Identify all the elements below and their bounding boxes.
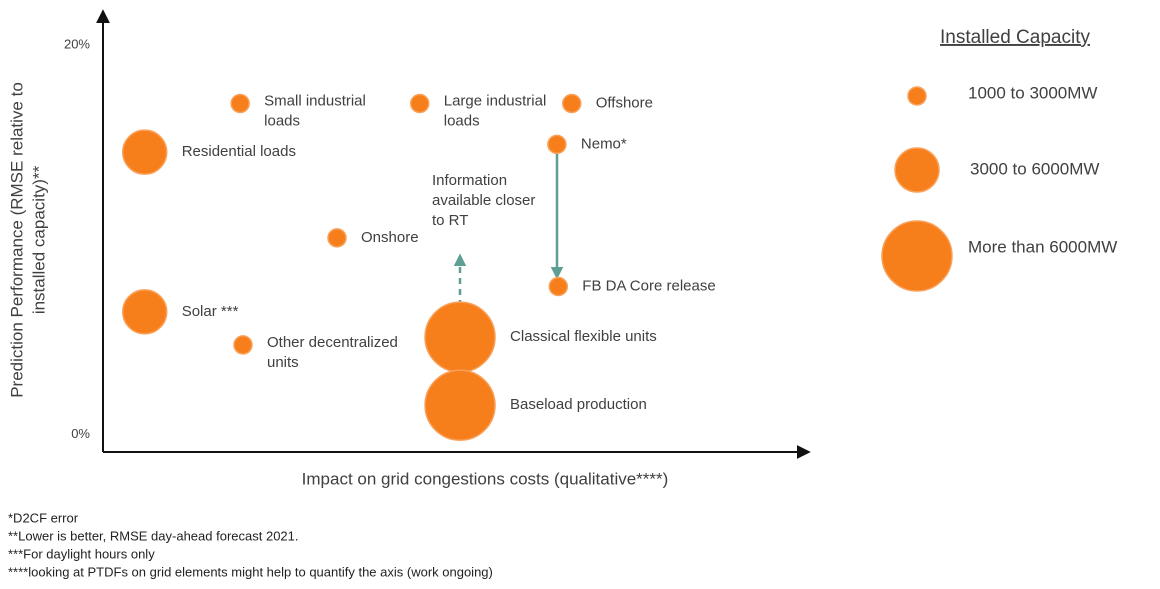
point-label: Small industrial bbox=[264, 92, 366, 109]
legend-marker bbox=[881, 220, 953, 292]
legend-label: More than 6000MW bbox=[968, 237, 1117, 256]
point-label: Offshore bbox=[596, 94, 653, 111]
legend-title: Installed Capacity bbox=[940, 27, 1090, 48]
legend-marker bbox=[894, 147, 940, 193]
bubble bbox=[230, 93, 250, 114]
bubble bbox=[327, 228, 347, 248]
annotation: to RT bbox=[432, 212, 468, 229]
point-label: Classical flexible units bbox=[510, 328, 657, 345]
point-label: Nemo* bbox=[581, 135, 627, 152]
point-label: Onshore bbox=[361, 229, 419, 246]
footnote: *D2CF error bbox=[8, 510, 79, 525]
bubble bbox=[547, 134, 567, 155]
point-label: Baseload production bbox=[510, 396, 647, 413]
bubble bbox=[561, 93, 582, 114]
bubble bbox=[548, 276, 569, 297]
legend-marker bbox=[907, 86, 927, 106]
footnote: ****looking at PTDFs on grid elements mi… bbox=[8, 564, 493, 579]
point-label: Other decentralized bbox=[267, 334, 398, 351]
bubble bbox=[121, 129, 168, 175]
bubble bbox=[424, 369, 496, 442]
legend-label: 1000 to 3000MW bbox=[968, 83, 1097, 102]
bubble bbox=[424, 301, 496, 373]
bubble bbox=[409, 93, 430, 114]
footnote: ***For daylight hours only bbox=[8, 546, 155, 561]
y-tick-label: 20% bbox=[64, 37, 90, 52]
annotation: Information bbox=[432, 172, 507, 189]
point-label: Large industrial bbox=[444, 92, 547, 109]
footnote: **Lower is better, RMSE day-ahead foreca… bbox=[8, 528, 299, 543]
point-label: FB DA Core release bbox=[582, 277, 715, 294]
y-axis-title: installed capacity)** bbox=[29, 165, 48, 314]
annotation: available closer bbox=[432, 192, 535, 209]
point-label: Residential loads bbox=[182, 143, 296, 160]
point-label: Solar *** bbox=[182, 303, 239, 320]
legend-label: 3000 to 6000MW bbox=[970, 159, 1099, 178]
point-label: loads bbox=[444, 112, 480, 129]
y-axis-title: Prediction Performance (RMSE relative to bbox=[7, 82, 26, 398]
bubble bbox=[121, 289, 168, 335]
point-label: loads bbox=[264, 112, 300, 129]
bubble bbox=[233, 335, 253, 355]
y-tick-label: 0% bbox=[71, 426, 90, 441]
point-label: units bbox=[267, 354, 299, 371]
x-axis-title: Impact on grid congestions costs (qualit… bbox=[302, 469, 669, 488]
